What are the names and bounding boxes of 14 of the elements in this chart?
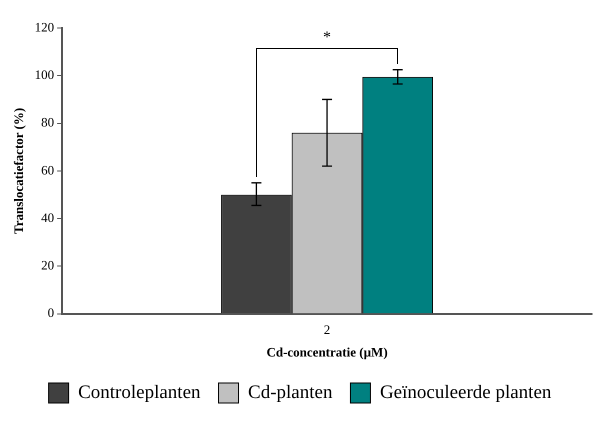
legend-label: Cd-planten: [248, 382, 333, 403]
legend-label: Controleplanten: [78, 382, 202, 403]
y-tick-label: 60: [41, 162, 54, 178]
y-tick-label: 120: [34, 19, 54, 34]
x-axis-title: Cd-concentratie (µM): [266, 344, 388, 360]
y-tick-label: 20: [41, 258, 54, 273]
y-tick-label: 0: [48, 305, 54, 320]
y-tick-label: 40: [41, 210, 54, 225]
y-axis-title: Translocatiefactor (%): [11, 108, 26, 234]
y-tick-label: 100: [34, 67, 54, 82]
legend-label: Geïnoculeerde planten: [380, 382, 552, 403]
x-tick-label: 2: [324, 322, 330, 338]
annotation: *: [323, 28, 332, 46]
y-tick-label: 80: [41, 114, 54, 130]
